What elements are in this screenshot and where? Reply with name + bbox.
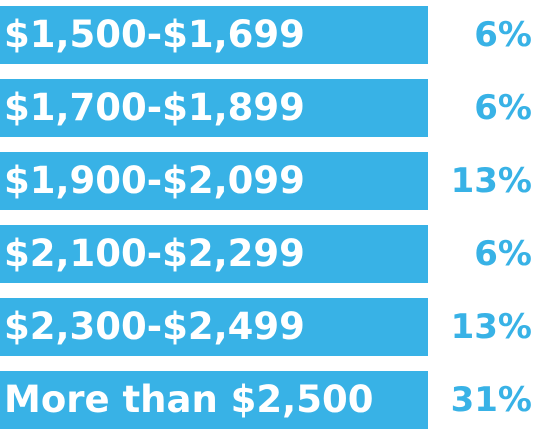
- category-label: $1,900-$2,099: [4, 159, 305, 202]
- value-label: 6%: [474, 88, 532, 128]
- chart-row: $1,700-$1,899 6%: [0, 79, 536, 137]
- value-label: 6%: [474, 15, 532, 55]
- category-label: $1,500-$1,699: [4, 13, 305, 56]
- category-bar: $2,300-$2,499: [0, 298, 428, 356]
- category-bar: More than $2,500: [0, 371, 428, 429]
- chart-row: More than $2,500 31%: [0, 371, 536, 429]
- category-bar: $2,100-$2,299: [0, 225, 428, 283]
- chart-row: $2,300-$2,499 13%: [0, 298, 536, 356]
- value-label: 13%: [450, 161, 532, 201]
- chart-row: $2,100-$2,299 6%: [0, 225, 536, 283]
- chart-row: $1,500-$1,699 6%: [0, 6, 536, 64]
- category-label: More than $2,500: [4, 378, 374, 421]
- category-bar: $1,900-$2,099: [0, 152, 428, 210]
- category-label: $2,100-$2,299: [4, 232, 305, 275]
- category-bar: $1,700-$1,899: [0, 79, 428, 137]
- value-label: 13%: [450, 307, 532, 347]
- category-label: $1,700-$1,899: [4, 86, 305, 129]
- category-bar: $1,500-$1,699: [0, 6, 428, 64]
- value-label: 6%: [474, 234, 532, 274]
- chart-row: $1,900-$2,099 13%: [0, 152, 536, 210]
- value-label: 31%: [450, 380, 532, 420]
- category-label: $2,300-$2,499: [4, 305, 305, 348]
